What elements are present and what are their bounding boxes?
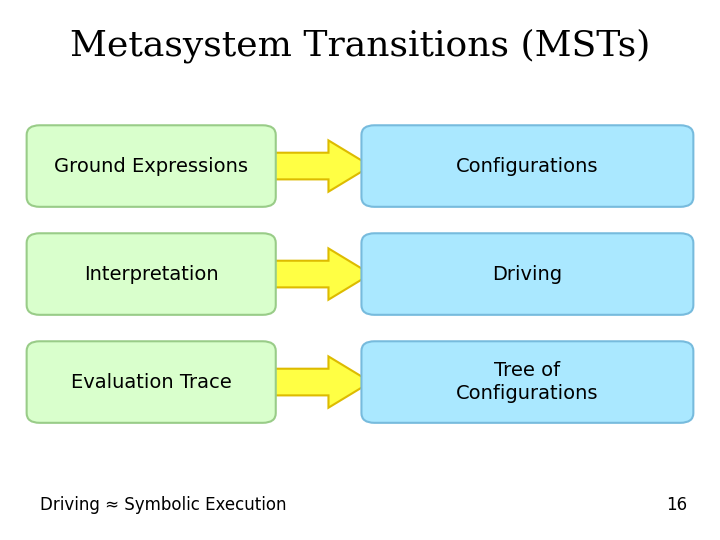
Text: 16: 16: [667, 496, 688, 514]
Text: Ground Expressions: Ground Expressions: [54, 157, 248, 176]
Text: Evaluation Trace: Evaluation Trace: [71, 373, 232, 392]
Text: Tree of
Configurations: Tree of Configurations: [456, 361, 598, 403]
Polygon shape: [270, 140, 371, 192]
Text: Metasystem Transitions (MSTs): Metasystem Transitions (MSTs): [70, 29, 650, 63]
Text: Driving: Driving: [492, 265, 562, 284]
Polygon shape: [270, 248, 371, 300]
FancyBboxPatch shape: [27, 233, 276, 315]
FancyBboxPatch shape: [361, 341, 693, 423]
FancyBboxPatch shape: [27, 341, 276, 423]
FancyBboxPatch shape: [361, 125, 693, 207]
Text: Driving ≈ Symbolic Execution: Driving ≈ Symbolic Execution: [40, 496, 286, 514]
Polygon shape: [270, 356, 371, 408]
FancyBboxPatch shape: [361, 233, 693, 315]
Text: Configurations: Configurations: [456, 157, 598, 176]
FancyBboxPatch shape: [27, 125, 276, 207]
Text: Interpretation: Interpretation: [84, 265, 218, 284]
